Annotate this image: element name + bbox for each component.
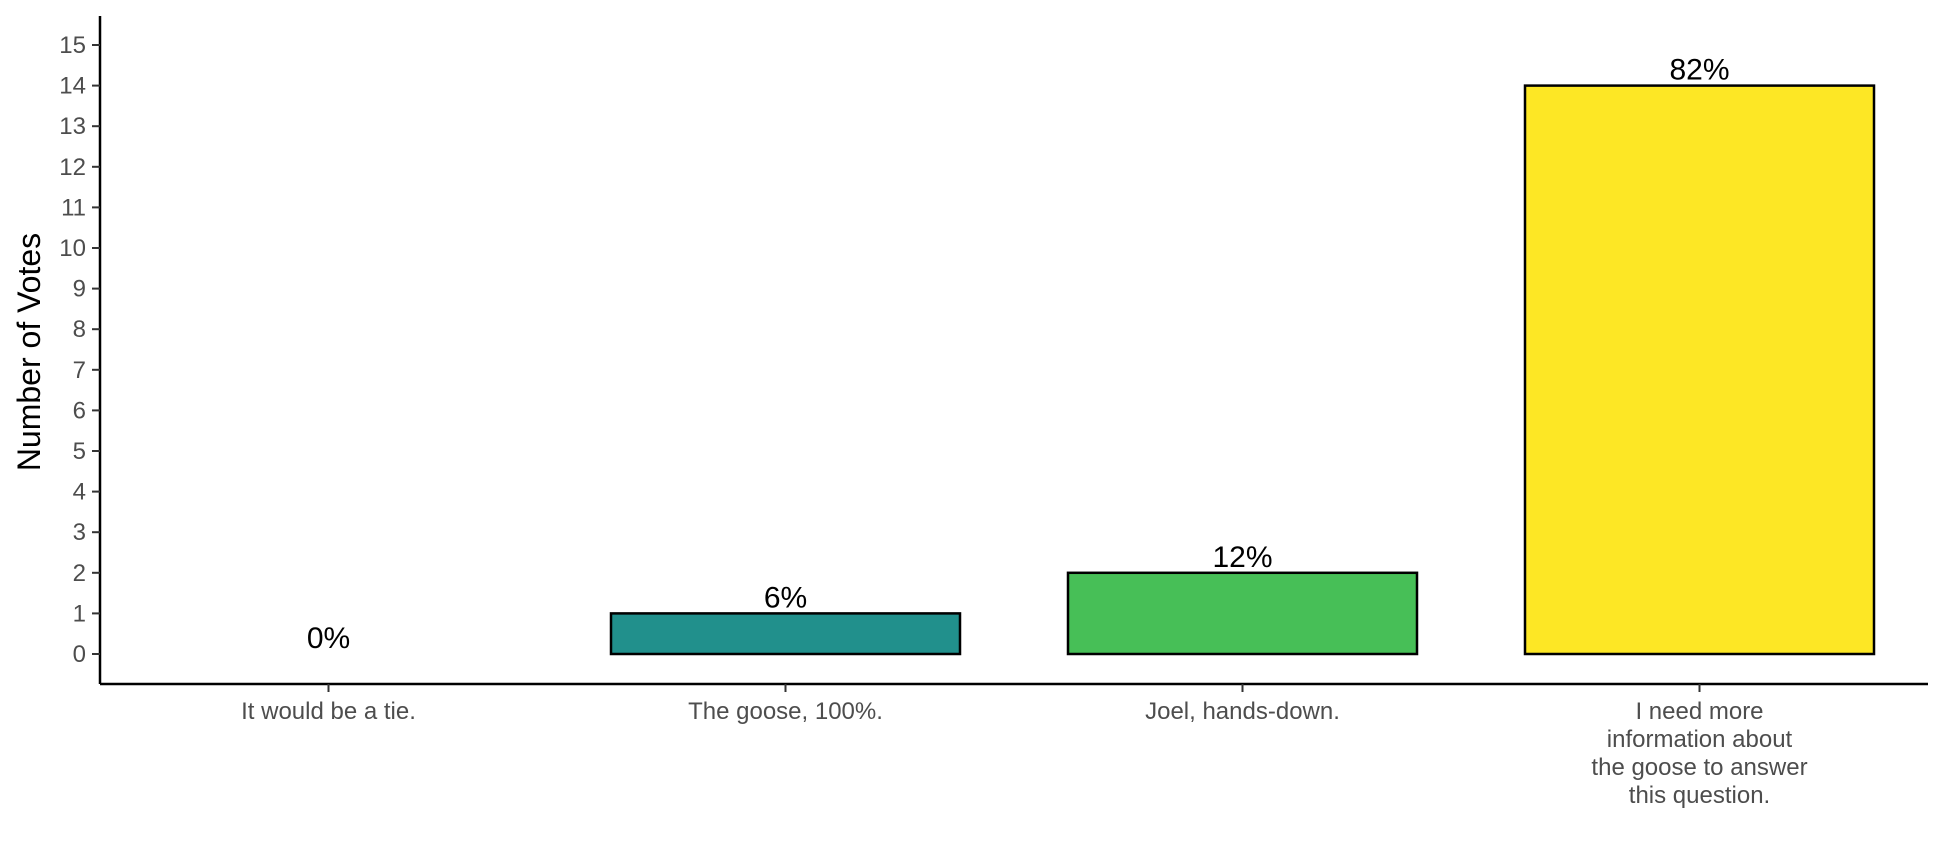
y-tick-label: 11 [61,194,86,221]
x-tick-label: Joel, hands-down. [1145,698,1340,725]
y-tick-label: 0 [73,641,86,668]
bar [1066,571,1419,656]
x-tick-label-line: The goose, 100%. [688,698,883,725]
y-tick-label: 9 [73,276,86,303]
y-tick-label: 12 [59,154,86,181]
y-axis-title: Number of Votes [11,233,47,471]
y-tick-label: 3 [73,519,86,546]
bar [609,612,962,656]
x-tick-label-line: information about [1607,726,1793,753]
y-axis-title-group: Number of Votes [11,233,47,471]
bar-value-label: 6% [764,581,807,614]
y-tick-label: 13 [59,113,86,140]
x-tick-label-line: the goose to answer [1591,754,1807,781]
y-tick-label: 8 [73,316,86,343]
y-tick-label: 14 [59,73,86,100]
bar-value-label: 12% [1212,541,1272,574]
x-tick-label-line: I need more [1635,698,1763,725]
y-tick-label: 7 [73,357,86,384]
y-tick-label: 10 [59,235,86,262]
y-tick-label: 1 [73,600,86,627]
y-tick-label: 2 [73,560,86,587]
x-tick-label-line: this question. [1629,782,1770,809]
x-tick-label: I need more information about the goose to… [1591,698,1807,809]
y-tick-label: 15 [59,32,86,59]
y-tick-label: 5 [73,438,86,465]
x-tick-label: The goose, 100%. [688,698,883,725]
bar-value-label: 82% [1669,54,1729,87]
x-tick-label-line: It would be a tie. [241,698,416,725]
bar-value-label: 0% [307,622,350,655]
bar [1523,84,1876,656]
y-tick-label: 4 [73,479,86,506]
x-tick-label: It would be a tie. [241,698,416,725]
x-axis: It would be a tie. The goose, 100%. Joel, … [100,682,1928,809]
data-labels-layer: 0% 6% 12% 82% [307,54,1730,655]
bars-layer [609,84,1876,656]
x-tick-label-line: Joel, hands-down. [1145,698,1340,725]
y-tick-label: 6 [73,397,86,424]
